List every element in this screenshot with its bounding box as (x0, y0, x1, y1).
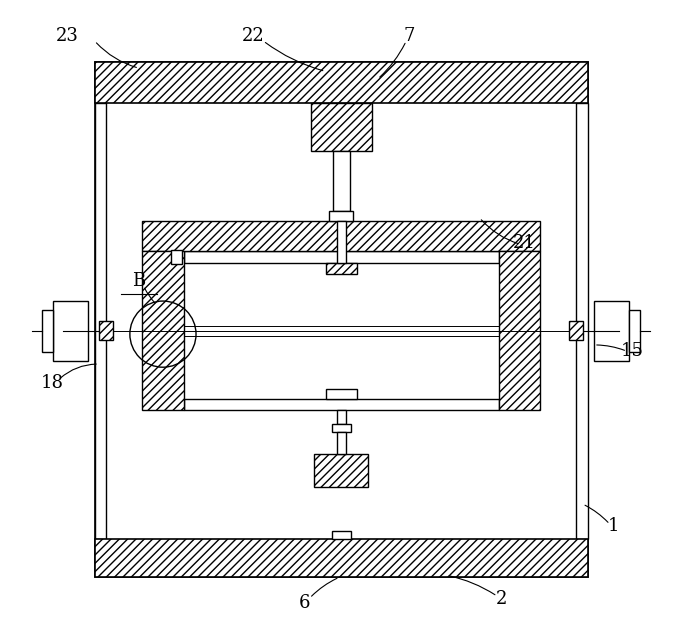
Bar (171, 250, 183, 264)
Text: 2: 2 (496, 590, 507, 608)
Text: 21: 21 (513, 234, 536, 252)
Bar (94, 539, 587, 577)
Bar (183, 251, 498, 263)
Bar (498, 251, 540, 410)
Bar (329, 212, 354, 221)
Bar (332, 532, 351, 539)
Text: 6: 6 (299, 594, 310, 612)
Text: 1: 1 (607, 518, 619, 535)
Bar (94, 103, 106, 539)
Bar (53, 301, 88, 361)
Bar (94, 62, 587, 103)
Bar (576, 103, 587, 539)
Bar (143, 251, 183, 410)
Bar (314, 454, 369, 488)
Text: 7: 7 (404, 27, 415, 45)
Bar (337, 410, 346, 424)
Bar (99, 321, 113, 341)
Text: 22: 22 (242, 27, 265, 45)
Bar (325, 389, 357, 399)
Bar (41, 311, 53, 351)
Bar (337, 221, 346, 263)
Bar (333, 151, 350, 212)
Text: 18: 18 (41, 374, 63, 392)
Bar (332, 424, 351, 432)
Bar (629, 311, 640, 351)
Text: B: B (132, 272, 146, 290)
Bar (183, 399, 498, 410)
Text: 15: 15 (621, 343, 644, 360)
Bar (569, 321, 583, 341)
Bar (594, 301, 629, 361)
Bar (337, 432, 346, 454)
Bar (325, 263, 357, 274)
Text: 23: 23 (56, 27, 79, 45)
Bar (143, 221, 540, 251)
Bar (311, 103, 371, 151)
Bar (94, 62, 587, 577)
